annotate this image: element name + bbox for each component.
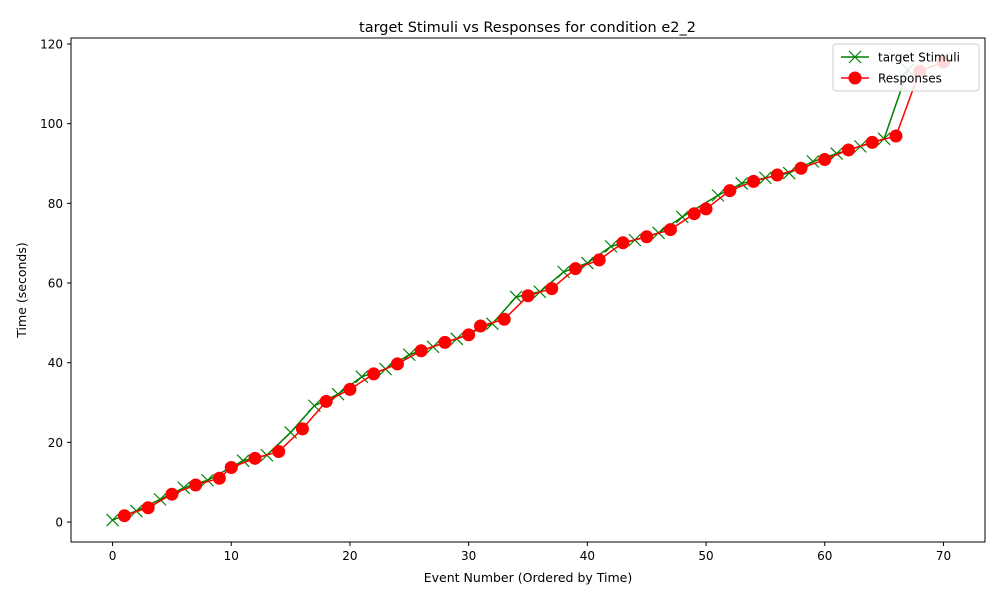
data-point bbox=[782, 166, 796, 180]
data-point bbox=[830, 147, 844, 160]
legend-label: Responses bbox=[878, 72, 942, 86]
y-tick-label: 40 bbox=[48, 356, 63, 370]
legend: target Stimuli Responses bbox=[832, 43, 980, 92]
data-point bbox=[462, 328, 476, 342]
data-point bbox=[568, 262, 582, 276]
x-axis: 0 10 20 30 40 50 60 70 bbox=[109, 542, 951, 563]
data-point bbox=[675, 210, 689, 224]
data-point bbox=[295, 422, 309, 436]
data-point bbox=[640, 230, 654, 244]
y-tick-label: 60 bbox=[48, 277, 63, 291]
data-point bbox=[592, 253, 606, 267]
data-point bbox=[794, 161, 808, 175]
data-point bbox=[545, 282, 559, 296]
data-point bbox=[770, 168, 784, 182]
legend-entry: target Stimuli bbox=[841, 51, 960, 65]
data-point bbox=[663, 223, 677, 237]
x-tick-label: 50 bbox=[698, 549, 713, 563]
data-point bbox=[580, 256, 594, 270]
data-point bbox=[165, 487, 179, 501]
data-point bbox=[711, 188, 725, 202]
data-point bbox=[438, 335, 452, 349]
data-point bbox=[687, 207, 701, 221]
data-point bbox=[106, 513, 119, 527]
data-point bbox=[497, 312, 511, 326]
data-point bbox=[521, 289, 535, 303]
data-point bbox=[414, 344, 428, 358]
data-point bbox=[319, 394, 333, 408]
legend-marker bbox=[848, 50, 862, 64]
x-tick-label: 70 bbox=[936, 549, 951, 563]
data-point bbox=[485, 317, 499, 331]
y-tick-label: 80 bbox=[48, 197, 63, 211]
y-tick-label: 20 bbox=[48, 436, 63, 450]
data-point bbox=[509, 290, 523, 304]
data-point bbox=[723, 184, 737, 198]
data-point bbox=[747, 174, 761, 188]
data-point bbox=[367, 367, 381, 381]
y-tick-label: 100 bbox=[40, 117, 63, 131]
data-point bbox=[141, 501, 155, 515]
x-tick-label: 30 bbox=[461, 549, 476, 563]
x-tick-label: 20 bbox=[342, 549, 357, 563]
x-tick-label: 40 bbox=[580, 549, 595, 563]
y-axis-label: Time (seconds) bbox=[14, 242, 29, 338]
data-point bbox=[889, 129, 903, 143]
data-point bbox=[390, 357, 404, 371]
data-point bbox=[117, 509, 131, 523]
legend-entry: Responses bbox=[841, 71, 942, 86]
x-axis-label: Event Number (Ordered by Time) bbox=[424, 570, 632, 585]
y-tick-label: 0 bbox=[55, 516, 63, 530]
data-point bbox=[355, 370, 369, 384]
x-tick-label: 10 bbox=[224, 549, 239, 563]
data-point bbox=[841, 143, 855, 157]
data-point bbox=[604, 239, 618, 253]
legend-label: target Stimuli bbox=[878, 51, 960, 65]
data-point bbox=[699, 202, 713, 216]
axes-frame bbox=[70, 37, 986, 543]
data-point bbox=[272, 445, 286, 459]
legend-box bbox=[832, 43, 980, 92]
data-point bbox=[201, 473, 214, 487]
x-tick-label: 60 bbox=[817, 549, 832, 563]
data-point bbox=[248, 451, 262, 465]
data-point bbox=[865, 135, 879, 149]
data-point bbox=[616, 236, 630, 250]
data-point bbox=[224, 460, 238, 474]
data-point bbox=[474, 319, 488, 333]
x-tick-label: 0 bbox=[109, 549, 117, 563]
data-point bbox=[129, 504, 143, 518]
legend-marker bbox=[848, 71, 862, 85]
data-point bbox=[343, 382, 357, 396]
data-point bbox=[189, 478, 203, 492]
chart-title: target Stimuli vs Responses for conditio… bbox=[359, 20, 696, 36]
data-point bbox=[818, 153, 832, 167]
data-point bbox=[212, 471, 226, 485]
y-axis: 0 20 40 60 80 100 120 bbox=[40, 37, 71, 530]
y-tick-label: 120 bbox=[40, 37, 63, 51]
